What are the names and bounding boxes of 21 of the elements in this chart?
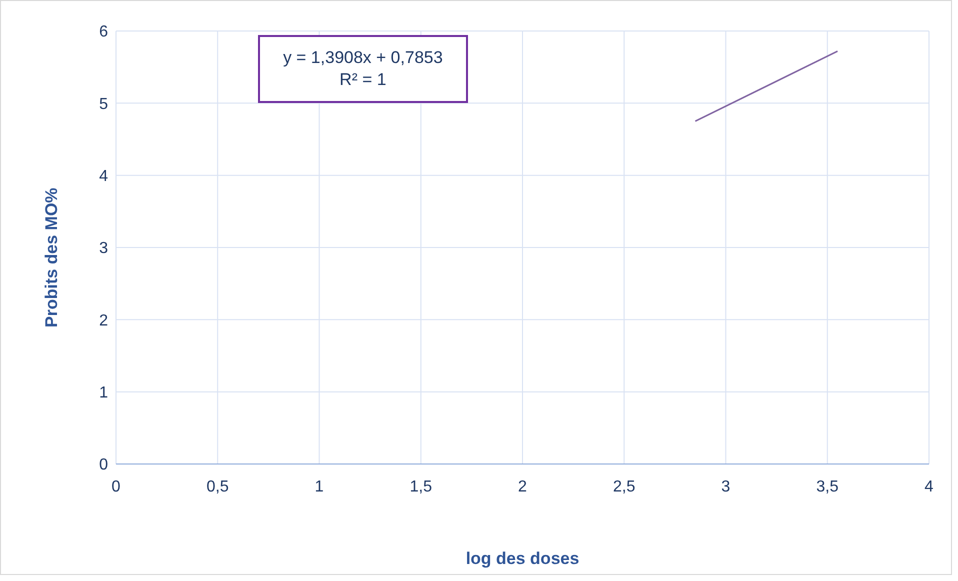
y-tick-label: 1 [99, 384, 108, 402]
x-tick-label: 1 [314, 478, 324, 496]
x-tick-label: 2 [518, 478, 528, 496]
x-tick-label: 2,5 [613, 478, 636, 496]
annotation: R² = 1 [340, 68, 386, 91]
x-axis-title: log des doses [466, 549, 580, 568]
text-box: y = 1,3908x + 0,7853 R² = 1 [258, 34, 468, 104]
x-tick-label: 4 [924, 478, 934, 496]
x-tick-label: 3,5 [816, 478, 839, 496]
y-tick-label: 0 [99, 456, 108, 474]
y-tick-label: 5 [99, 96, 108, 113]
annotation: y = 1,3908x + 0,7853 [283, 46, 443, 69]
y-tick-label: 2 [99, 312, 108, 330]
y-axis-title: Probits des MO% [42, 188, 62, 328]
x-tick-label: 0 [112, 478, 121, 496]
x-tick-label: 0,5 [206, 478, 229, 496]
y-tick-label: 3 [99, 240, 108, 258]
y-tick-label: 6 [99, 24, 108, 41]
x-tick-label: 1,5 [410, 478, 432, 496]
x-tick-label: 3 [721, 478, 730, 496]
y-tick-label: 4 [99, 168, 108, 186]
